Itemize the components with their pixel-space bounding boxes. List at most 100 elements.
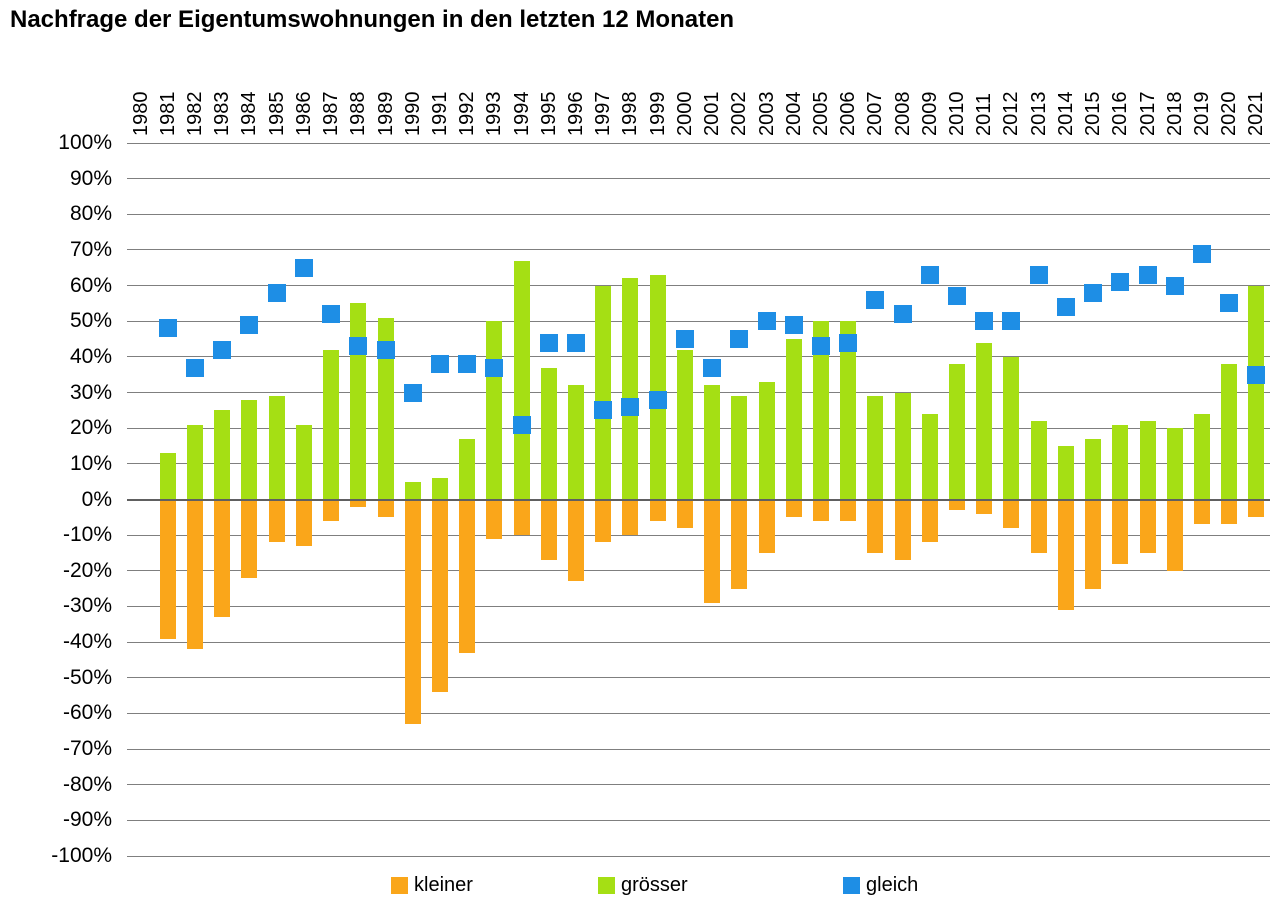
x-tick-label: 2006: [837, 91, 860, 137]
bar-kleiner: [731, 499, 748, 589]
bar-kleiner: [459, 499, 476, 653]
bar-kleiner: [976, 499, 993, 514]
bar-kleiner: [758, 499, 775, 553]
gleich-marker: [1084, 283, 1103, 302]
gridline: [127, 356, 1270, 358]
y-tick-label: -30%: [62, 594, 112, 618]
x-tick-label: 2000: [673, 91, 696, 137]
gleich-marker: [1165, 276, 1184, 295]
gleich-marker: [567, 333, 586, 352]
gleich-marker: [267, 283, 286, 302]
y-tick-label: -70%: [62, 737, 112, 761]
gridline: [127, 285, 1270, 287]
bar-grösser: [350, 303, 367, 500]
gleich-marker: [948, 287, 967, 306]
gleich-marker: [675, 330, 694, 349]
gleich-marker: [1192, 244, 1211, 263]
gleich-marker: [975, 312, 994, 331]
bar-grösser: [1085, 438, 1102, 500]
bar-grösser: [513, 260, 530, 500]
bar-kleiner: [1057, 499, 1074, 610]
x-tick-label: 1993: [483, 91, 506, 137]
bar-kleiner: [486, 499, 503, 539]
bar-grösser: [486, 321, 503, 500]
gleich-marker: [539, 333, 558, 352]
x-tick-label: 1997: [592, 91, 615, 137]
bar-grösser: [649, 274, 666, 500]
bar-kleiner: [350, 499, 367, 507]
x-tick-label: 2019: [1190, 91, 1213, 137]
bar-grösser: [431, 478, 448, 500]
bar-kleiner: [159, 499, 176, 639]
bar-grösser: [1057, 446, 1074, 500]
bar-grösser: [568, 385, 585, 500]
bar-kleiner: [649, 499, 666, 521]
gleich-marker: [322, 305, 341, 324]
bar-grösser: [323, 349, 340, 500]
chart-title: Nachfrage der Eigentumswohnungen in den …: [10, 6, 735, 33]
gleich-marker: [621, 397, 640, 416]
bar-kleiner: [1139, 499, 1156, 553]
bar-grösser: [1166, 428, 1183, 500]
bar-kleiner: [1193, 499, 1210, 525]
bar-grösser: [187, 424, 204, 500]
bar-grösser: [404, 481, 421, 500]
gridline: [127, 677, 1270, 679]
gleich-marker: [158, 319, 177, 338]
bar-kleiner: [867, 499, 884, 553]
gleich-marker: [1029, 265, 1048, 284]
gridline: [127, 320, 1270, 322]
gleich-marker: [376, 340, 395, 359]
gridline: [127, 213, 1270, 215]
bar-grösser: [704, 385, 721, 500]
gleich-marker: [648, 390, 667, 409]
bar-grösser: [540, 367, 557, 500]
gleich-marker: [920, 265, 939, 284]
x-tick-label: 1981: [156, 91, 179, 137]
y-tick-label: -20%: [62, 558, 112, 582]
gridline: [127, 784, 1270, 786]
bar-grösser: [1003, 356, 1020, 500]
x-tick-label: 1992: [456, 91, 479, 137]
bar-kleiner: [377, 499, 394, 518]
x-tick-label: 1980: [129, 91, 152, 137]
zero-axis-line: [127, 498, 1270, 501]
gridline: [127, 712, 1270, 714]
x-tick-label: 1990: [401, 91, 424, 137]
gleich-marker: [1247, 365, 1266, 384]
gleich-marker: [730, 330, 749, 349]
x-tick-label: 1996: [565, 91, 588, 137]
bar-grösser: [595, 285, 612, 500]
x-tick-label: 1986: [292, 91, 315, 137]
x-tick-label: 2015: [1082, 91, 1105, 137]
bar-kleiner: [1248, 499, 1265, 518]
x-tick-label: 1994: [510, 91, 533, 137]
gleich-marker: [1002, 312, 1021, 331]
bar-kleiner: [404, 499, 421, 725]
gleich-marker: [1111, 273, 1130, 292]
x-tick-label: 2012: [1000, 91, 1023, 137]
gleich-marker: [512, 415, 531, 434]
x-tick-label: 2007: [864, 91, 887, 137]
bar-grösser: [1193, 413, 1210, 500]
bar-kleiner: [812, 499, 829, 521]
bar-kleiner: [214, 499, 231, 618]
bar-kleiner: [1003, 499, 1020, 529]
bar-kleiner: [540, 499, 557, 561]
bar-grösser: [241, 399, 258, 500]
gleich-marker: [784, 315, 803, 334]
y-tick-label: 20%: [69, 416, 112, 440]
bar-kleiner: [295, 499, 312, 546]
bar-kleiner: [1030, 499, 1047, 553]
bar-grösser: [268, 396, 285, 500]
bar-grösser: [949, 364, 966, 500]
x-tick-label: 1987: [320, 91, 343, 137]
bar-kleiner: [676, 499, 693, 529]
gleich-marker: [458, 355, 477, 374]
x-tick-label: 2020: [1218, 91, 1241, 137]
bar-grösser: [812, 321, 829, 500]
bar-kleiner: [1166, 499, 1183, 571]
y-tick-label: 70%: [69, 237, 112, 261]
bar-grösser: [921, 413, 938, 500]
